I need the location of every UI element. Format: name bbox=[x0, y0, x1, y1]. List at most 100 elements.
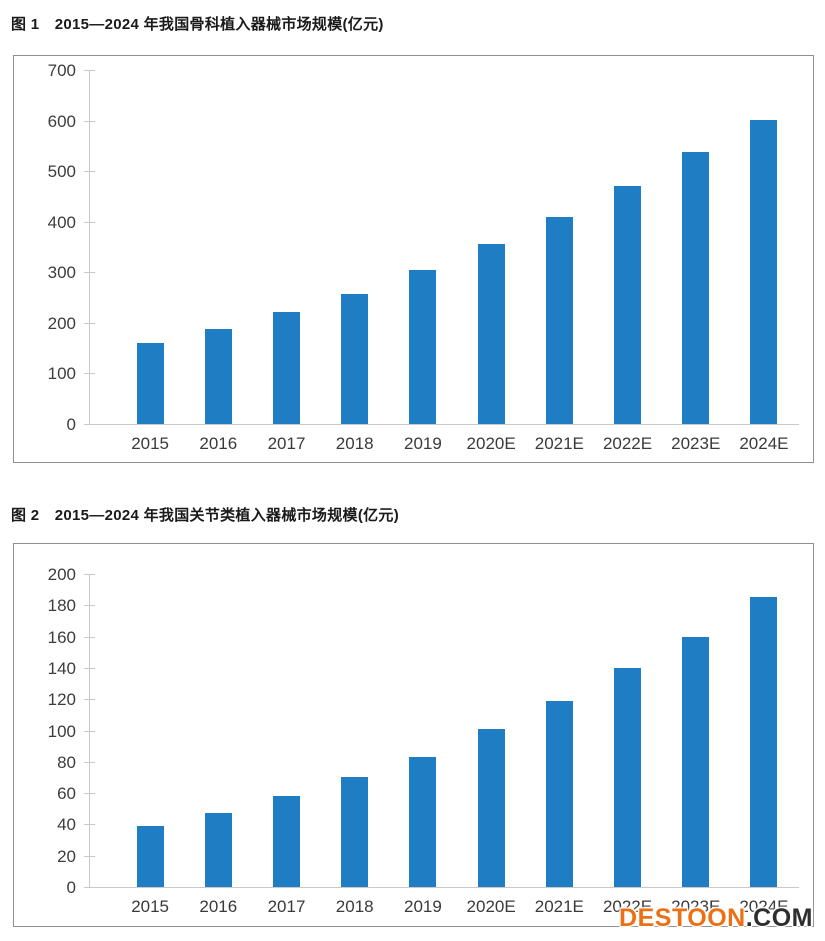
y-tick-label: 160 bbox=[47, 627, 76, 647]
bar-2017 bbox=[273, 312, 300, 424]
x-tick-label-2018: 2018 bbox=[335, 434, 374, 453]
bar-2016 bbox=[204, 813, 232, 887]
bar-slot-2016 bbox=[184, 70, 252, 424]
bars-row bbox=[116, 574, 798, 887]
bar-slot-2022E bbox=[593, 70, 661, 424]
figure1-caption: 图 1 2015—2024 年我国骨科植入器械市场规模(亿元) bbox=[11, 16, 384, 33]
bar-2015 bbox=[136, 826, 164, 887]
bar-slot-2023E bbox=[662, 574, 730, 887]
bar-slot-2022E bbox=[593, 574, 661, 887]
y-tick-label: 300 bbox=[47, 263, 76, 283]
x-tick-label-2018: 2018 bbox=[335, 897, 374, 916]
y-tick-label: 60 bbox=[57, 784, 76, 804]
y-tick-label: 100 bbox=[47, 721, 76, 741]
chart2-frame: 200 180 160 140 120 100 80 60 40 20 0 2015 2016 2017 2… bbox=[13, 543, 814, 927]
x-labels-row: 2015 2016 2017 2018 2019 2020E 2021E 2022E 2023E… bbox=[116, 434, 798, 454]
figure2-caption: 图 2 2015—2024 年我国关节类植入器械市场规模(亿元) bbox=[11, 507, 400, 524]
bar-2021E bbox=[545, 701, 573, 887]
bar-2020E bbox=[477, 729, 505, 887]
chart1-frame: 700 600 500 400 300 200 100 0 2015 2016 2017 2018 20… bbox=[13, 55, 814, 463]
y-tick-mark bbox=[84, 667, 95, 669]
y-tick-mark bbox=[84, 424, 95, 425]
bar-slot-2017 bbox=[252, 574, 320, 887]
x-tick-label-2020E: 2020E bbox=[466, 434, 516, 453]
x-tick-label-2021E: 2021E bbox=[534, 897, 584, 916]
x-axis-line bbox=[89, 887, 799, 888]
watermark-brand: DESTOON bbox=[619, 904, 746, 932]
x-tick-label-2019: 2019 bbox=[404, 897, 442, 916]
x-tick-label-2021E: 2021E bbox=[534, 434, 584, 453]
y-tick-label: 400 bbox=[47, 212, 76, 232]
bar-2017 bbox=[273, 796, 300, 887]
y-tick-mark bbox=[84, 730, 95, 732]
bar-2023E bbox=[682, 152, 710, 424]
y-tick-mark bbox=[84, 120, 95, 122]
bar-slot-2024E bbox=[730, 574, 798, 887]
bars-row bbox=[116, 70, 798, 424]
y-tick-mark bbox=[84, 70, 95, 71]
y-tick-mark bbox=[84, 605, 95, 607]
bar-slot-2015 bbox=[116, 70, 184, 424]
x-tick-label-2017: 2017 bbox=[267, 434, 306, 453]
y-tick-label: 140 bbox=[47, 658, 76, 678]
x-tick-label-2023E: 2023E bbox=[671, 434, 721, 453]
joint-implant-market-chart: 200 180 160 140 120 100 80 60 40 20 0 2015 2016 2017 2… bbox=[14, 544, 813, 926]
bar-2018 bbox=[341, 294, 369, 424]
y-tick-mark bbox=[84, 373, 95, 375]
y-tick-label: 700 bbox=[47, 61, 76, 80]
bar-2015 bbox=[136, 343, 164, 424]
y-tick-label: 0 bbox=[66, 878, 76, 897]
y-tick-label: 40 bbox=[57, 815, 76, 835]
bar-slot-2015 bbox=[116, 574, 184, 887]
y-tick-label: 200 bbox=[47, 565, 76, 584]
y-tick-label: 500 bbox=[47, 162, 76, 182]
y-tick-mark bbox=[84, 824, 95, 826]
y-tick-label: 20 bbox=[57, 846, 76, 866]
y-tick-mark bbox=[84, 322, 95, 324]
orthopedic-implant-market-chart: 700 600 500 400 300 200 100 0 2015 2016 2017 2018 20… bbox=[14, 56, 813, 462]
bar-2019 bbox=[409, 757, 437, 887]
watermark: DESTOON.COM bbox=[619, 904, 813, 933]
y-tick-label: 120 bbox=[47, 690, 76, 710]
x-tick-label-2024E: 2024E bbox=[739, 897, 789, 916]
bar-2020E bbox=[477, 244, 505, 424]
y-axis-line bbox=[89, 70, 90, 424]
bar-2022E bbox=[614, 668, 642, 887]
y-tick-label: 600 bbox=[47, 111, 76, 131]
y-tick-mark bbox=[84, 221, 95, 223]
bar-slot-2020E bbox=[457, 574, 525, 887]
y-tick-mark bbox=[84, 171, 95, 173]
y-tick-label: 180 bbox=[47, 596, 76, 616]
bar-slot-2019 bbox=[389, 574, 457, 887]
bar-slot-2017 bbox=[252, 70, 320, 424]
bar-slot-2021E bbox=[525, 70, 593, 424]
bar-2016 bbox=[204, 329, 232, 424]
y-tick-label: 200 bbox=[47, 313, 76, 333]
y-tick-mark bbox=[84, 887, 95, 888]
bar-slot-2021E bbox=[525, 574, 593, 887]
bar-2021E bbox=[545, 217, 573, 424]
bar-slot-2018 bbox=[321, 574, 389, 887]
x-tick-label-2019: 2019 bbox=[404, 434, 442, 453]
y-tick-mark bbox=[84, 272, 95, 274]
watermark-suffix: .COM bbox=[745, 904, 813, 932]
y-tick-label: 100 bbox=[47, 364, 76, 384]
x-tick-label-2015: 2015 bbox=[131, 434, 170, 453]
bar-slot-2018 bbox=[321, 70, 389, 424]
x-tick-label-2016: 2016 bbox=[199, 434, 238, 453]
x-tick-label-2022E: 2022E bbox=[602, 897, 653, 916]
y-tick-label: 0 bbox=[66, 415, 76, 434]
bar-2022E bbox=[614, 186, 642, 424]
bar-slot-2023E bbox=[662, 70, 730, 424]
y-tick-mark bbox=[84, 574, 95, 575]
bar-2019 bbox=[409, 270, 437, 424]
bar-2023E bbox=[682, 637, 710, 887]
y-tick-label: 80 bbox=[57, 752, 76, 772]
x-tick-label-2016: 2016 bbox=[199, 897, 238, 916]
x-tick-label-2017: 2017 bbox=[267, 897, 306, 916]
bar-slot-2020E bbox=[457, 70, 525, 424]
x-tick-label-2023E: 2023E bbox=[671, 897, 721, 916]
x-tick-label-2022E: 2022E bbox=[602, 434, 653, 453]
y-tick-mark bbox=[84, 793, 95, 795]
x-tick-label-2024E: 2024E bbox=[739, 434, 789, 453]
